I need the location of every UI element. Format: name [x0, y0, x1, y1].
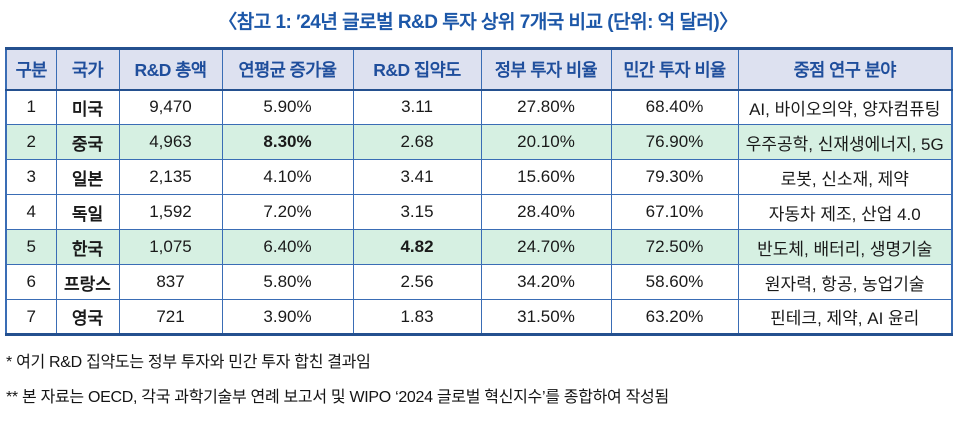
- col-header-rd-total: R&D 총액: [118, 48, 223, 91]
- cell-rank: 3: [5, 159, 57, 195]
- cell-focus-areas: 로봇, 신소재, 제약: [737, 159, 953, 195]
- cell-avg-growth-rate: 4.10%: [221, 159, 354, 195]
- header-row: 구분 국가 R&D 총액 연평균 증가율 R&D 집약도 정부 투자 비율 민간…: [5, 48, 953, 91]
- cell-avg-growth-rate: 7.20%: [221, 194, 354, 230]
- table-row: 2 중국 4,963 8.30% 2.68 20.10% 76.90% 우주공학, 신재생에너…: [5, 124, 953, 160]
- col-header-avg-growth-rate: 연평균 증가율: [221, 48, 354, 91]
- cell-rd-intensity: 4.82: [352, 229, 482, 265]
- cell-avg-growth-rate: 5.90%: [221, 89, 354, 125]
- cell-rank: 4: [5, 194, 57, 230]
- cell-focus-areas: 반도체, 배터리, 생명기술: [737, 229, 953, 265]
- cell-rd-intensity: 2.56: [352, 264, 482, 300]
- table-row: 4 독일 1,592 7.20% 3.15 28.40% 67.10% 자동차 제조, 산업 …: [5, 194, 953, 230]
- cell-avg-growth-rate: 5.80%: [221, 264, 354, 300]
- cell-rd-total: 837: [118, 264, 223, 300]
- rd-comparison-table: 구분 국가 R&D 총액 연평균 증가율 R&D 집약도 정부 투자 비율 민간…: [5, 47, 953, 336]
- cell-country: 영국: [55, 299, 120, 335]
- cell-private-invest-ratio: 67.10%: [610, 194, 739, 230]
- cell-focus-areas: 우주공학, 신재생에너지, 5G: [737, 124, 953, 160]
- cell-rank: 5: [5, 229, 57, 265]
- cell-rd-intensity: 1.83: [352, 299, 482, 335]
- cell-rank: 6: [5, 264, 57, 300]
- cell-private-invest-ratio: 72.50%: [610, 229, 739, 265]
- page-title: 〈참고 1: ′24년 글로벌 R&D 투자 상위 7개국 비교 (단위: 억 …: [218, 12, 738, 33]
- cell-rd-total: 4,963: [118, 124, 223, 160]
- cell-focus-areas: 자동차 제조, 산업 4.0: [737, 194, 953, 230]
- cell-rd-total: 721: [118, 299, 223, 335]
- cell-private-invest-ratio: 63.20%: [610, 299, 739, 335]
- cell-private-invest-ratio: 76.90%: [610, 124, 739, 160]
- cell-gov-invest-ratio: 27.80%: [480, 89, 612, 125]
- cell-rd-intensity: 3.41: [352, 159, 482, 195]
- footnote-rd-intensity: * 여기 R&D 집약도는 정부 투자와 민간 투자 합친 결과임: [6, 354, 371, 371]
- cell-private-invest-ratio: 68.40%: [610, 89, 739, 125]
- table-row: 3 일본 2,135 4.10% 3.41 15.60% 79.30% 로봇, 신소재, 제약: [5, 159, 953, 195]
- cell-country: 프랑스: [55, 264, 120, 300]
- col-header-gov-invest-ratio: 정부 투자 비율: [480, 48, 612, 91]
- footnotes: * 여기 R&D 집약도는 정부 투자와 민간 투자 합친 결과임 ** 본 자…: [6, 348, 956, 407]
- cell-country: 독일: [55, 194, 120, 230]
- cell-rd-intensity: 3.15: [352, 194, 482, 230]
- cell-country: 한국: [55, 229, 120, 265]
- cell-rd-total: 1,592: [118, 194, 223, 230]
- cell-rd-total: 1,075: [118, 229, 223, 265]
- cell-gov-invest-ratio: 28.40%: [480, 194, 612, 230]
- cell-rd-intensity: 2.68: [352, 124, 482, 160]
- cell-rank: 1: [5, 89, 57, 125]
- cell-rd-total: 2,135: [118, 159, 223, 195]
- col-header-rd-intensity: R&D 집약도: [352, 48, 482, 91]
- cell-country: 중국: [55, 124, 120, 160]
- table-row: 6 프랑스 837 5.80% 2.56 34.20% 58.60% 원자력, 항공, 농업기…: [5, 264, 953, 300]
- table-header: 구분 국가 R&D 총액 연평균 증가율 R&D 집약도 정부 투자 비율 민간…: [5, 48, 953, 91]
- table-row: 1 미국 9,470 5.90% 3.11 27.80% 68.40% AI, 바이오의약, …: [5, 89, 953, 125]
- cell-avg-growth-rate: 3.90%: [221, 299, 354, 335]
- col-header-focus-areas: 중점 연구 분야: [737, 48, 953, 91]
- cell-rank: 2: [5, 124, 57, 160]
- table-row: 5 한국 1,075 6.40% 4.82 24.70% 72.50% 반도체, 배터리, 생…: [5, 229, 953, 265]
- cell-gov-invest-ratio: 24.70%: [480, 229, 612, 265]
- cell-avg-growth-rate: 6.40%: [221, 229, 354, 265]
- cell-country: 미국: [55, 89, 120, 125]
- cell-gov-invest-ratio: 31.50%: [480, 299, 612, 335]
- col-header-rank: 구분: [5, 48, 57, 91]
- cell-gov-invest-ratio: 15.60%: [480, 159, 612, 195]
- col-header-private-invest-ratio: 민간 투자 비율: [610, 48, 739, 91]
- table-body: 1 미국 9,470 5.90% 3.11 27.80% 68.40% AI, 바이오의약, …: [5, 89, 953, 335]
- cell-country: 일본: [55, 159, 120, 195]
- cell-gov-invest-ratio: 20.10%: [480, 124, 612, 160]
- cell-focus-areas: 핀테크, 제약, AI 윤리: [737, 299, 953, 335]
- cell-avg-growth-rate: 8.30%: [221, 124, 354, 160]
- cell-gov-invest-ratio: 34.20%: [480, 264, 612, 300]
- footnote-sources: ** 본 자료는 OECD, 각국 과학기술부 연례 보고서 및 WIPO ‘2…: [6, 389, 669, 406]
- cell-private-invest-ratio: 79.30%: [610, 159, 739, 195]
- cell-private-invest-ratio: 58.60%: [610, 264, 739, 300]
- col-header-country: 국가: [55, 48, 120, 91]
- cell-focus-areas: AI, 바이오의약, 양자컴퓨팅: [737, 89, 953, 125]
- cell-focus-areas: 원자력, 항공, 농업기술: [737, 264, 953, 300]
- table-row: 7 영국 721 3.90% 1.83 31.50% 63.20% 핀테크, 제약, AI 윤…: [5, 299, 953, 335]
- cell-rank: 7: [5, 299, 57, 335]
- cell-rd-total: 9,470: [118, 89, 223, 125]
- cell-rd-intensity: 3.11: [352, 89, 482, 125]
